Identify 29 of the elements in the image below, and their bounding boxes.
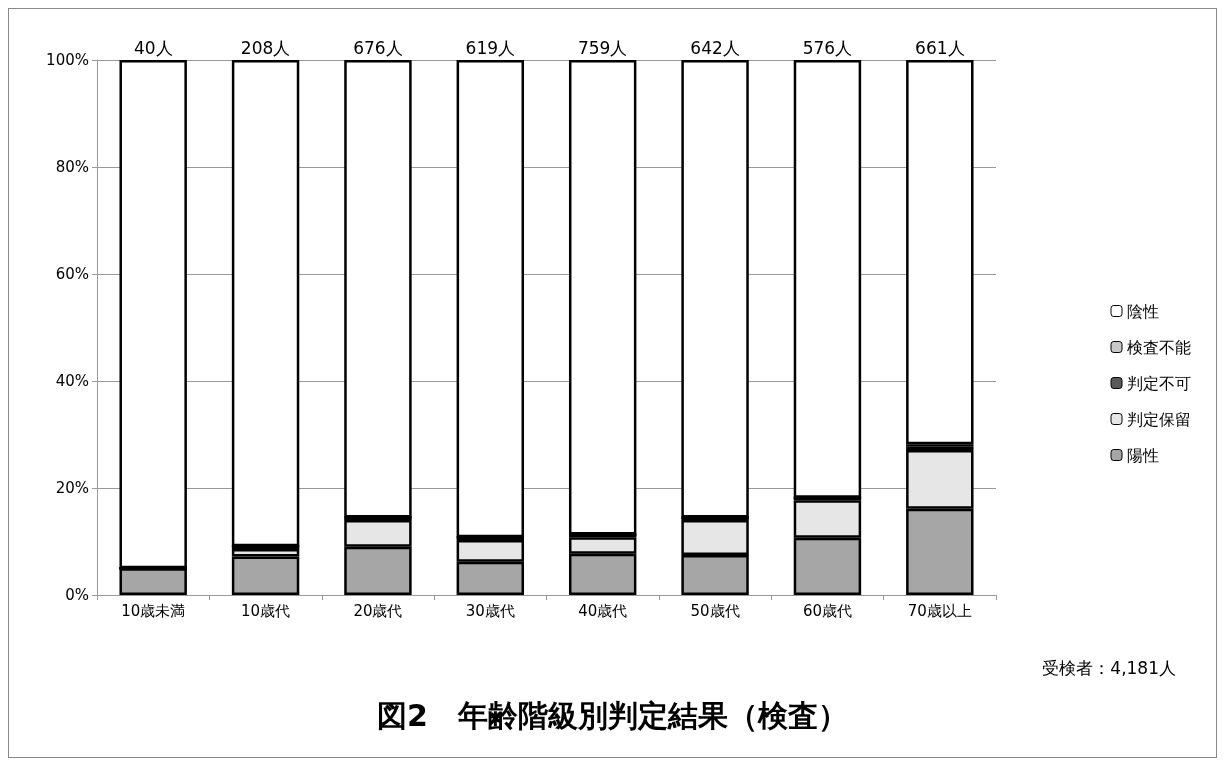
y-tick-label: 40% [55,372,89,390]
annotation: 661人 [915,37,965,58]
x-tick-label: 20歳代 [353,601,403,620]
y-tick-label: 60% [55,265,89,283]
y-tick-label: 0% [65,586,89,604]
x-tick-label: 60歳代 [802,601,852,620]
y-tick-label: 100% [46,51,89,69]
legend-label: 検査不能 [1127,337,1191,357]
x-tick-label: 10歳未満 [121,601,186,620]
x-tick-label: 70歳以上 [907,601,972,620]
annotation: 642人 [690,37,740,58]
x-tick-label: 10歳代 [241,601,291,620]
text: 図2 年齢階級別判定結果（検査） [377,697,848,733]
annotation: 619人 [465,37,516,58]
x-tick-label: 50歳代 [690,601,740,620]
y-tick-label: 20% [55,479,89,497]
annotation: 40人 [133,37,173,58]
y-tick-label: 80% [55,158,89,176]
annotation: 576人 [802,37,853,58]
x-tick-label: 40歳代 [578,601,628,620]
legend-label: 判定保留 [1127,409,1191,429]
annotation: 676人 [353,37,403,58]
legend-label: 判定不可 [1127,373,1191,393]
legend-label: 陰性 [1127,301,1159,321]
annotation: 208人 [240,37,291,58]
text: 受検者：4,181人 [1042,657,1176,678]
annotation: 759人 [577,37,628,58]
x-tick-label: 30歳代 [465,601,515,620]
legend-label: 陽性 [1127,445,1159,465]
